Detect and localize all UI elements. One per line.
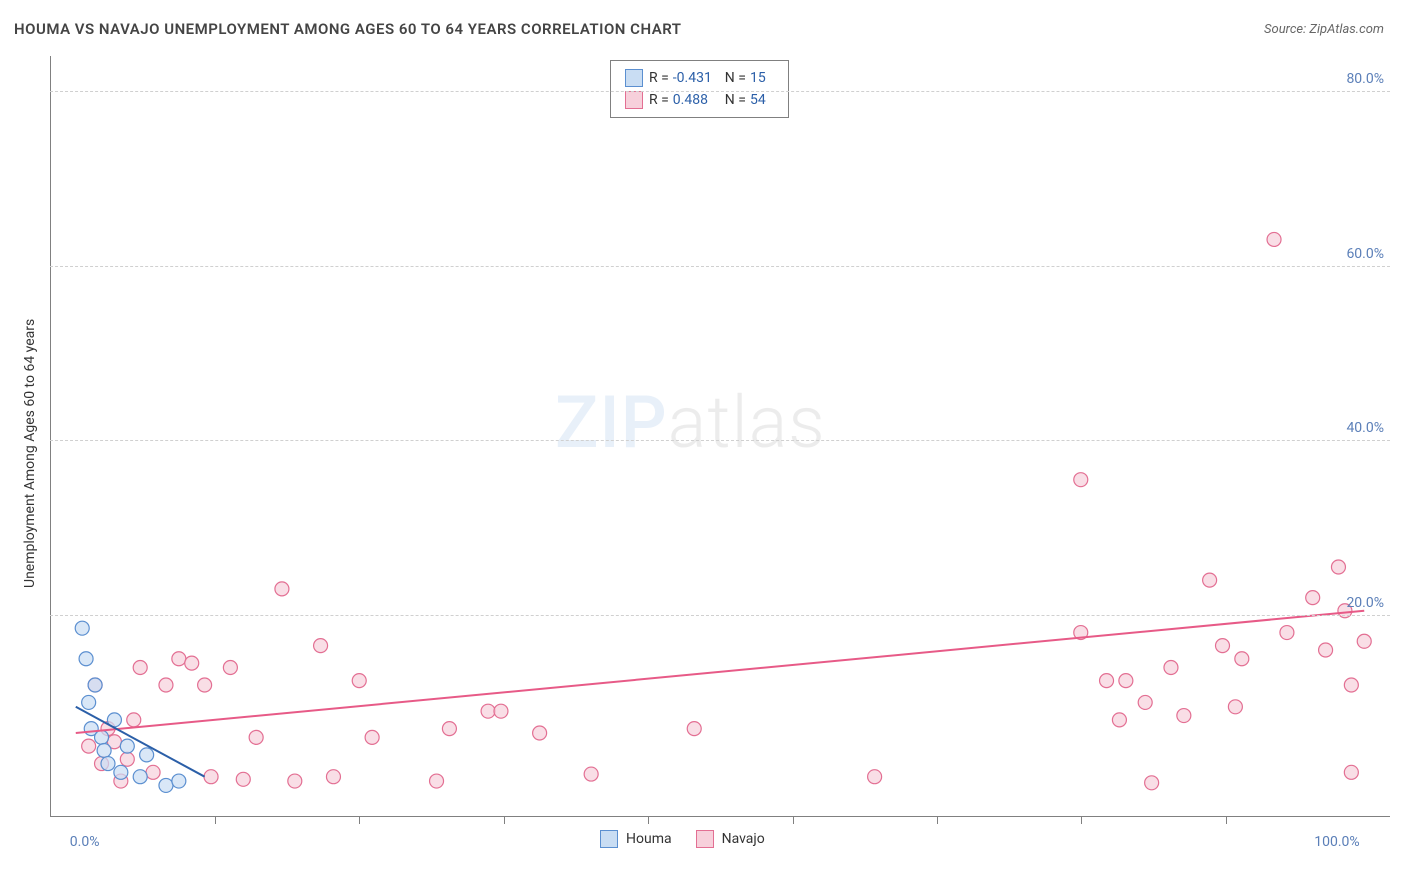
legend-r-label: R = xyxy=(649,92,669,108)
watermark-atlas: atlas xyxy=(668,380,826,465)
y-axis-title: Unemployment Among Ages 60 to 64 years xyxy=(22,268,38,588)
correlation-legend: R = -0.431 N = 15 R = 0.488 N = 54 xyxy=(610,60,789,118)
legend-navajo-r-value: 0.488 xyxy=(673,92,721,108)
watermark: ZIPatlas xyxy=(555,380,826,465)
x-tick-label: 100.0% xyxy=(1314,834,1359,850)
legend-n-label: N = xyxy=(725,92,746,108)
series-legend: Houma Navajo xyxy=(600,830,765,848)
legend-swatch-houma-icon xyxy=(600,830,618,848)
legend-swatch-navajo-icon xyxy=(696,830,714,848)
legend-label-houma: Houma xyxy=(626,831,672,847)
chart-title: HOUMA VS NAVAJO UNEMPLOYMENT AMONG AGES … xyxy=(14,20,682,38)
legend-swatch-navajo xyxy=(625,91,643,109)
source-attribution: Source: ZipAtlas.com xyxy=(1264,22,1384,37)
legend-row-houma: R = -0.431 N = 15 xyxy=(625,67,774,89)
x-tick-label: 0.0% xyxy=(70,834,100,850)
legend-n-label: N = xyxy=(725,70,746,86)
y-tick-label: 20.0% xyxy=(1346,595,1384,611)
watermark-zip: ZIP xyxy=(555,380,668,465)
legend-houma-r-value: -0.431 xyxy=(673,70,721,86)
legend-item-navajo: Navajo xyxy=(696,830,765,848)
legend-item-houma: Houma xyxy=(600,830,672,848)
legend-row-navajo: R = 0.488 N = 54 xyxy=(625,89,774,111)
legend-label-navajo: Navajo xyxy=(722,831,765,847)
legend-r-label: R = xyxy=(649,70,669,86)
y-tick-label: 80.0% xyxy=(1346,71,1384,87)
y-tick-label: 40.0% xyxy=(1346,420,1384,436)
legend-swatch-houma xyxy=(625,69,643,87)
legend-navajo-n-value: 54 xyxy=(750,92,774,108)
y-tick-label: 60.0% xyxy=(1346,246,1384,262)
legend-houma-n-value: 15 xyxy=(750,70,774,86)
